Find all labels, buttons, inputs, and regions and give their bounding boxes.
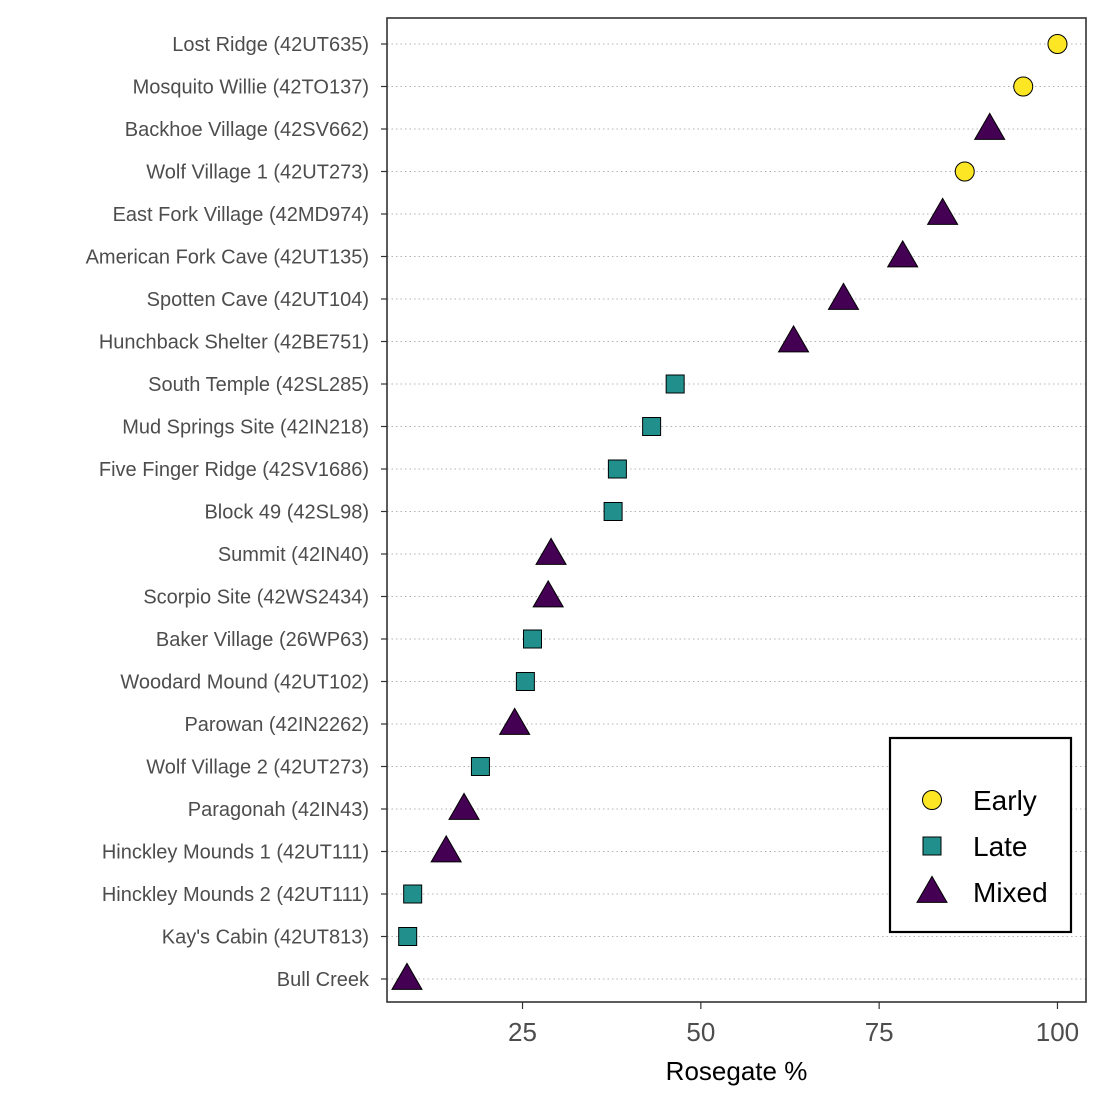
data-point xyxy=(642,417,662,436)
y-tick-label: Scorpio Site (42WS2434) xyxy=(143,587,369,609)
legend-label: Late xyxy=(973,831,1028,862)
y-tick-label: Wolf Village 1 (42UT273) xyxy=(146,162,369,184)
data-point xyxy=(603,502,623,521)
data-point xyxy=(515,672,535,691)
y-tick-label: Mud Springs Site (42IN218) xyxy=(122,417,369,439)
data-points xyxy=(391,34,1068,990)
y-tick-label: East Fork Village (42MD974) xyxy=(113,204,369,226)
data-point xyxy=(1047,34,1068,54)
data-point xyxy=(398,927,418,946)
data-point xyxy=(403,884,423,904)
x-tick-label: 100 xyxy=(1036,1017,1079,1047)
data-point xyxy=(430,834,463,863)
data-point xyxy=(391,962,423,990)
x-axis-ticks: 25 50 75 100 xyxy=(508,1002,1079,1047)
x-tick-label: 25 xyxy=(508,1017,537,1047)
x-axis-title: Rosegate % xyxy=(666,1056,808,1086)
legend: Early Late Mixed xyxy=(888,736,1073,934)
y-tick-label: Lost Ridge (42UT635) xyxy=(172,34,369,56)
x-tick-label: 50 xyxy=(686,1017,715,1047)
data-point xyxy=(470,757,490,776)
legend-label: Early xyxy=(973,785,1037,816)
data-point xyxy=(532,579,565,608)
x-tick-label: 75 xyxy=(865,1017,894,1047)
y-tick-label: Mosquito Willie (42TO137) xyxy=(133,77,369,99)
y-tick-label: Hunchback Shelter (42BE751) xyxy=(99,332,369,354)
y-tick-label: Bull Creek xyxy=(277,969,370,991)
y-tick-labels: Lost Ridge (42UT635) Mosquito Willie (42T… xyxy=(86,34,387,991)
data-point xyxy=(973,112,1006,140)
y-tick-label: Summit (42IN40) xyxy=(218,544,369,566)
data-point xyxy=(607,459,627,479)
data-point xyxy=(1013,76,1034,97)
y-tick-label: Wolf Village 2 (42UT273) xyxy=(146,757,369,779)
legend-key xyxy=(922,836,942,856)
legend-label: Mixed xyxy=(973,877,1048,908)
legend-key xyxy=(922,790,942,810)
y-tick-label: Hinckley Mounds 1 (42UT111) xyxy=(102,842,369,864)
y-tick-label: Woodard Mound (42UT102) xyxy=(120,672,369,694)
y-tick-label: Baker Village (26WP63) xyxy=(156,629,369,651)
y-tick-label: Block 49 (42SL98) xyxy=(204,502,369,524)
data-point xyxy=(886,239,919,268)
data-point xyxy=(926,197,959,225)
y-tick-label: Kay's Cabin (42UT813) xyxy=(162,927,369,949)
y-tick-label: Backhoe Village (42SV662) xyxy=(125,119,369,141)
data-point xyxy=(827,282,860,310)
y-tick-label: Paragonah (42IN43) xyxy=(188,799,369,821)
legend-key xyxy=(916,875,948,903)
plot-panel-border xyxy=(386,17,1087,1003)
data-point xyxy=(665,374,685,394)
y-tick-label: Parowan (42IN2262) xyxy=(184,714,369,736)
y-tick-label: South Temple (42SL285) xyxy=(148,374,369,396)
data-point xyxy=(954,161,975,182)
y-tick-label: Five Finger Ridge (42SV1686) xyxy=(99,459,369,481)
y-tick-label: Hinckley Mounds 2 (42UT111) xyxy=(102,884,369,906)
data-point xyxy=(498,707,531,735)
data-point xyxy=(535,537,567,565)
data-point xyxy=(523,629,543,649)
y-tick-label: Spotten Cave (42UT104) xyxy=(147,289,369,311)
data-point xyxy=(448,792,480,820)
y-tick-label: American Fork Cave (42UT135) xyxy=(86,247,369,269)
data-point xyxy=(777,324,810,353)
